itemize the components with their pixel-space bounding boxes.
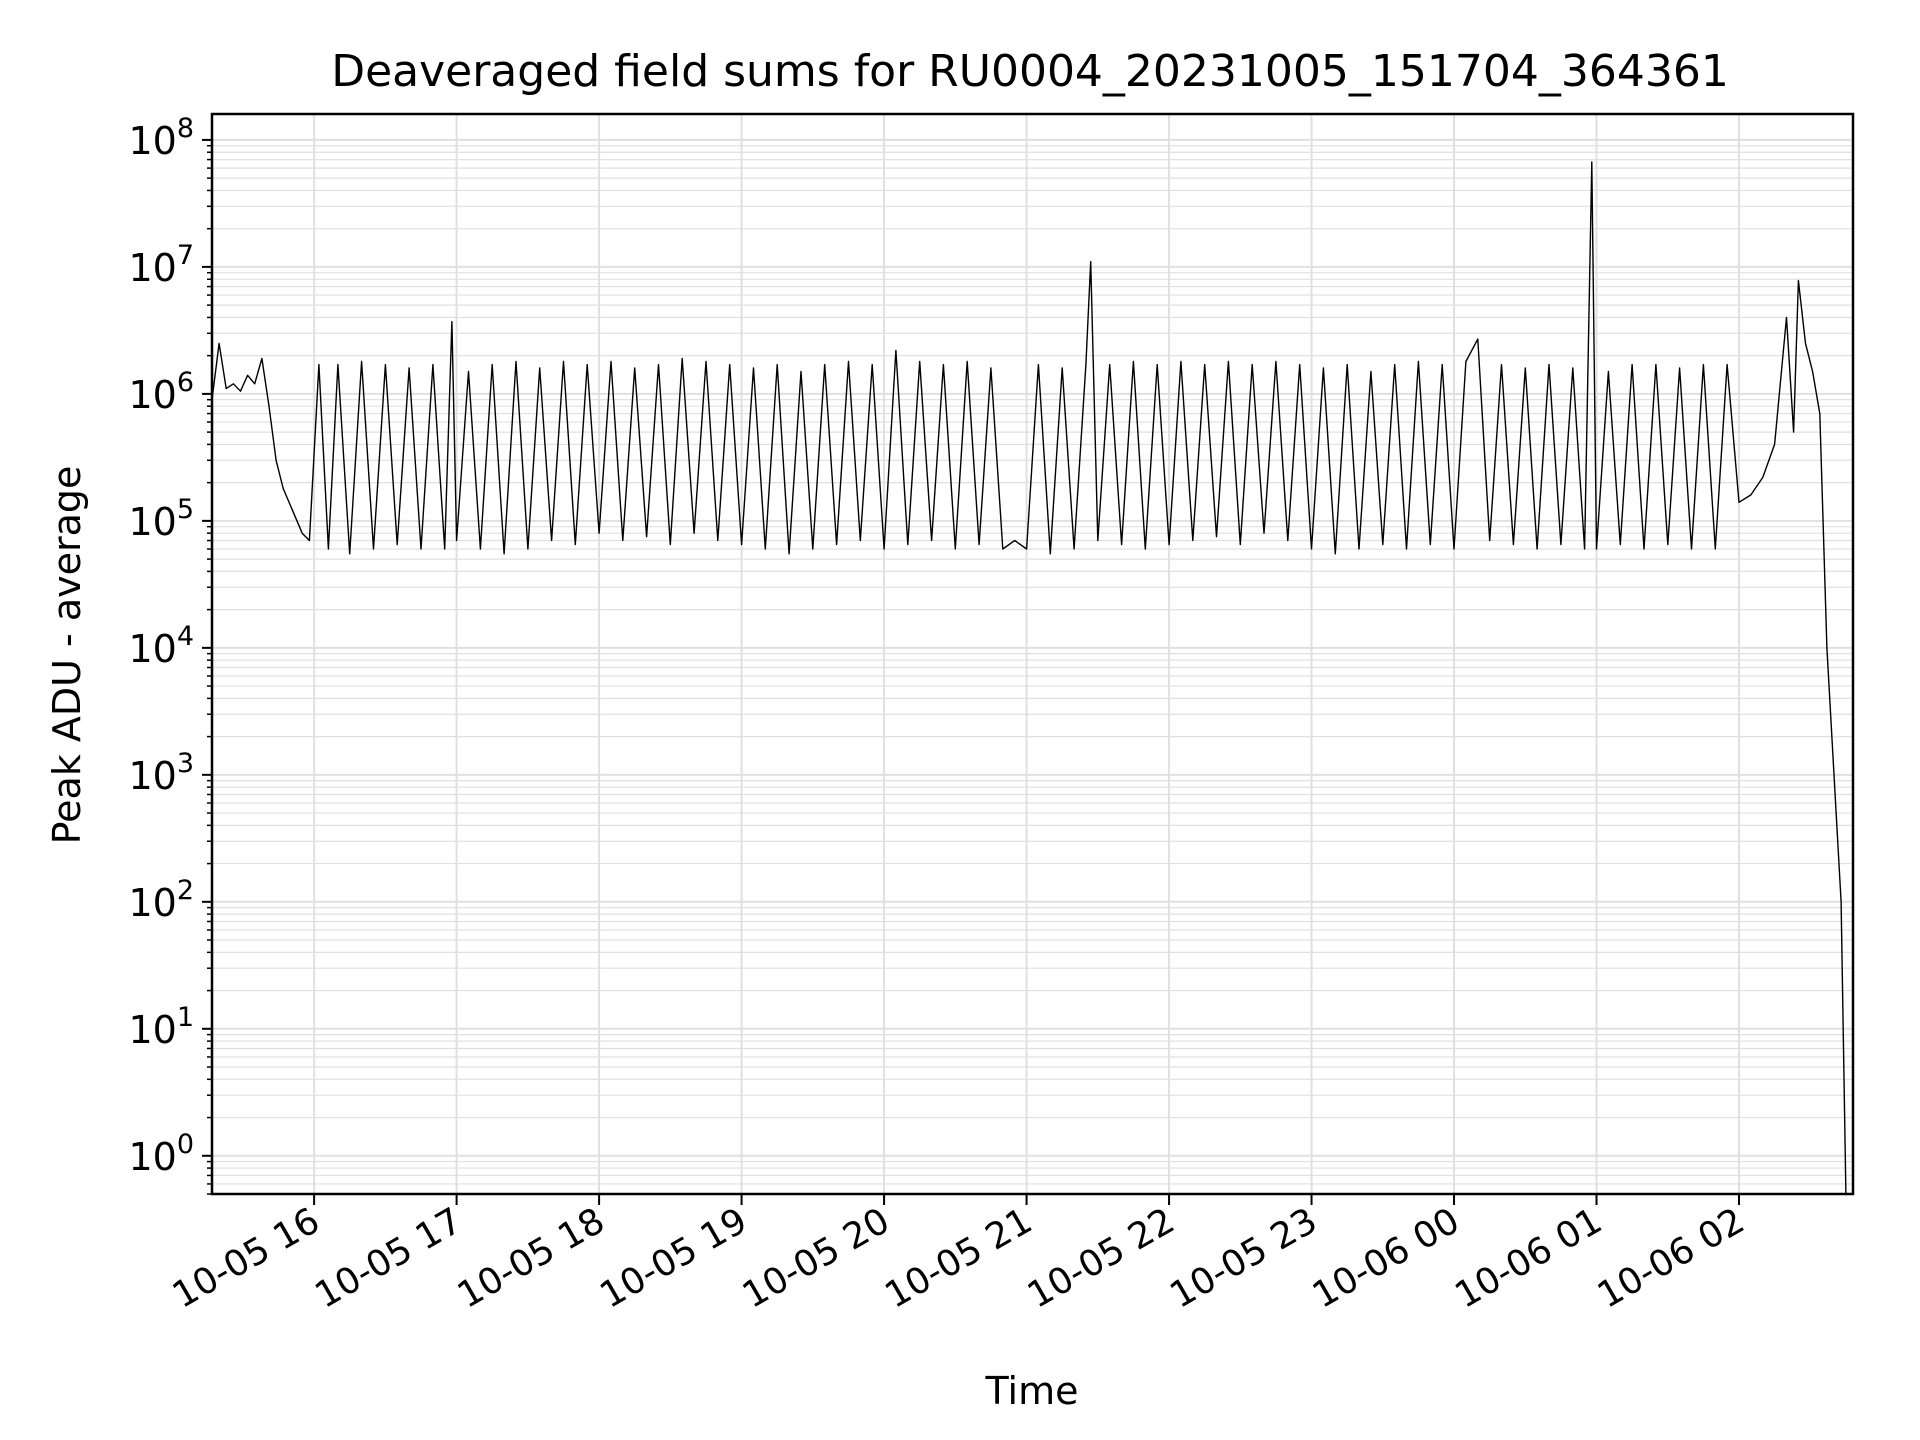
series-line xyxy=(211,161,1847,1195)
y-tick-exponent: 2 xyxy=(177,875,194,906)
y-tick-exponent: 8 xyxy=(177,113,194,144)
y-tick-exponent: 5 xyxy=(177,494,194,525)
x-axis-label: Time xyxy=(985,1369,1079,1413)
chart-title: Deaveraged field sums for RU0004_2023100… xyxy=(331,46,1729,97)
y-tick-exponent: 7 xyxy=(177,240,194,271)
y-tick-exponent: 6 xyxy=(177,367,194,398)
y-tick-exponent: 0 xyxy=(177,1129,194,1160)
data-layer xyxy=(211,161,1847,1195)
y-tick-exponent: 3 xyxy=(177,748,194,779)
grid xyxy=(212,114,1853,1195)
y-axis-label: Peak ADU - average xyxy=(45,466,89,845)
y-tick-exponent: 4 xyxy=(177,621,194,652)
y-tick-exponent: 1 xyxy=(177,1002,194,1033)
